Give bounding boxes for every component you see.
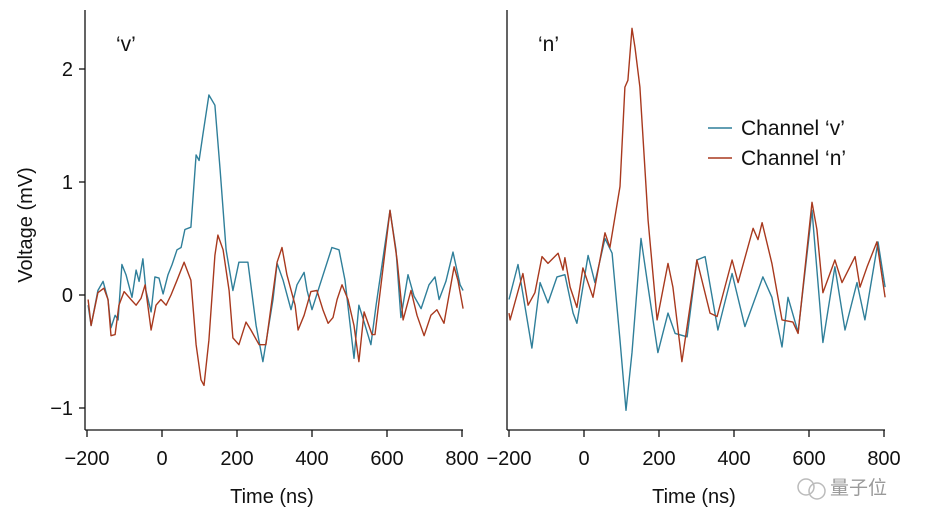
y-tick-label: −1 xyxy=(50,398,73,420)
x-tick-label: 600 xyxy=(370,448,403,470)
panel-n: ‘n’ Time (ns) Channel ‘v’ Channel ‘n’ −2… xyxy=(486,10,901,508)
panel-label-v: ‘v’ xyxy=(116,33,136,56)
x-tick-label: 200 xyxy=(220,448,253,470)
series-line-channel-n xyxy=(87,209,464,387)
series-line-channel-n xyxy=(508,27,886,363)
y-tick-label: 2 xyxy=(62,59,73,81)
series-line-channel-v xyxy=(87,94,464,363)
wechat-icon xyxy=(797,478,815,496)
watermark-logo: 量子位 xyxy=(797,477,887,500)
legend-label-v: Channel ‘v’ xyxy=(741,117,845,140)
x-axis-title-right: Time (ns) xyxy=(652,486,736,508)
legend: Channel ‘v’ Channel ‘n’ xyxy=(708,117,846,170)
x-tick-label: 0 xyxy=(156,448,167,470)
x-tick-label: −200 xyxy=(64,448,109,470)
series-line-channel-v xyxy=(508,209,886,411)
x-axis-title-left: Time (ns) xyxy=(230,486,314,508)
x-tick-label: 800 xyxy=(867,448,900,470)
legend-label-n: Channel ‘n’ xyxy=(741,147,846,170)
x-tick-label: 200 xyxy=(642,448,675,470)
x-tick-label: 0 xyxy=(578,448,589,470)
x-tick-label: 800 xyxy=(445,448,478,470)
x-tick-label: 400 xyxy=(717,448,750,470)
panel-v: ‘v’ Time (ns) Voltage (mV) −200 0 200 400 60… xyxy=(15,10,479,508)
y-tick-label: 1 xyxy=(62,172,73,194)
wechat-icon-bubble xyxy=(808,482,826,500)
x-tick-label: 600 xyxy=(792,448,825,470)
x-tick-label: −200 xyxy=(486,448,531,470)
y-axis-title: Voltage (mV) xyxy=(15,167,37,283)
x-tick-label: 400 xyxy=(295,448,328,470)
y-tick-label: 0 xyxy=(62,285,73,307)
panel-label-n: ‘n’ xyxy=(538,33,559,56)
watermark-text: 量子位 xyxy=(830,477,887,499)
